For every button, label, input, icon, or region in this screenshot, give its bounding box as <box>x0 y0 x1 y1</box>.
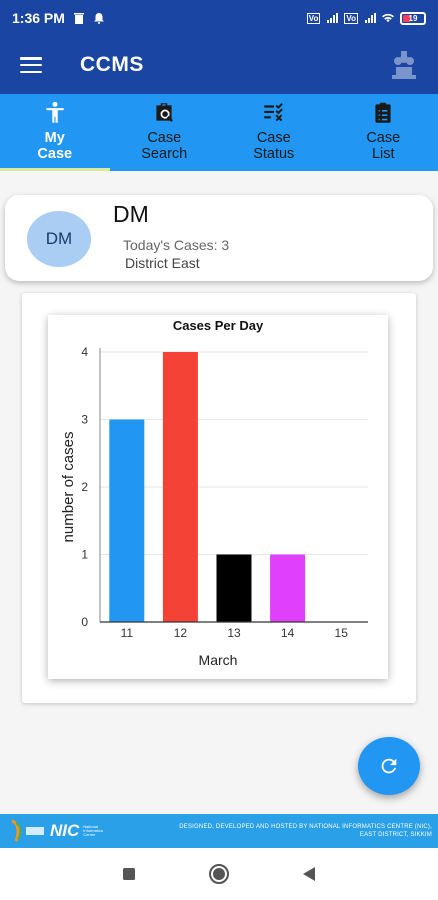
x-axis-label: March <box>199 652 238 668</box>
bar-13 <box>216 554 252 622</box>
bar-14 <box>270 554 306 622</box>
user-name: DM <box>113 201 149 227</box>
battery-icon: 19 <box>400 11 426 25</box>
signal-icon-2 <box>365 13 376 23</box>
x-tick-label: 13 <box>227 626 241 640</box>
chart-card: Cases Per Day 0 1 2 3 4 11 12 13 14 15 March number … <box>48 315 388 679</box>
digital-india-logo-icon <box>11 819 44 842</box>
credit-line-1: DESIGNED, DEVELOPED AND HOSTED BY NATION… <box>179 824 432 830</box>
notification-bell-icon <box>93 13 104 24</box>
nic-logo-text: NIC <box>50 821 80 840</box>
menu-icon[interactable] <box>20 57 42 73</box>
app-bar: CCMS <box>0 36 438 94</box>
tab-label: Case List <box>366 130 401 162</box>
tab-bar: My Case Case Search Case Status Case Lis… <box>0 94 438 171</box>
y-tick-label: 4 <box>81 345 88 359</box>
app-title: CCMS <box>80 53 144 76</box>
x-tick-label: 11 <box>121 626 134 640</box>
checklist-icon <box>264 103 283 122</box>
footer-banner: NIC National Informatics Centre DESIGNED… <box>0 814 438 848</box>
y-tick-label: 2 <box>81 480 88 494</box>
bar-12 <box>162 352 198 622</box>
network-type-icon: Vo <box>306 12 321 24</box>
home-button[interactable] <box>208 863 230 885</box>
y-tick-label: 0 <box>81 615 88 629</box>
chart-title: Cases Per Day <box>173 318 264 333</box>
tab-label: Case Search <box>141 130 188 162</box>
chart-container: Cases Per Day 0 1 2 3 4 11 12 13 14 15 March number … <box>22 293 416 703</box>
case-search-icon <box>156 103 174 122</box>
credit-line-2: EAST DISTRICT, SIKKIM <box>359 832 432 838</box>
tab-case-status[interactable]: Case Status <box>219 94 329 171</box>
tab-case-search[interactable]: Case Search <box>110 94 220 171</box>
back-button[interactable] <box>302 866 316 882</box>
recent-apps-button[interactable] <box>122 867 136 881</box>
x-tick-label: 14 <box>281 626 295 640</box>
y-axis-label: number of cases <box>60 432 77 543</box>
refresh-icon <box>381 758 397 774</box>
person-icon <box>46 101 64 123</box>
main-content: DM DM Today's Cases: 3 District East Cas… <box>0 171 438 814</box>
tab-my-case[interactable]: My Case <box>0 94 110 171</box>
tab-label: My Case <box>37 130 73 162</box>
status-time: 1:36 PM <box>12 10 65 26</box>
national-emblem-icon <box>392 51 416 79</box>
refresh-button[interactable] <box>358 737 420 795</box>
user-district: District East <box>125 255 200 271</box>
bar-11 <box>109 419 145 622</box>
footer-logo: NIC National Informatics Centre <box>6 817 109 845</box>
footer-credit: DESIGNED, DEVELOPED AND HOSTED BY NATION… <box>164 823 432 839</box>
status-bar: 1:36 PM Vo Vo 19 <box>0 0 438 36</box>
tab-label: Case Status <box>253 130 295 162</box>
todays-cases: Today's Cases: 3 <box>123 237 230 253</box>
signal-icon <box>327 13 339 23</box>
system-nav-bar <box>0 848 438 900</box>
tab-case-list[interactable]: Case List <box>329 94 438 171</box>
clipboard-list-icon <box>375 102 391 123</box>
user-card: DM DM Today's Cases: 3 District East <box>5 195 433 281</box>
avatar: DM <box>27 211 91 267</box>
x-tick-label: 12 <box>174 626 188 640</box>
y-tick-label: 1 <box>81 548 88 562</box>
network-type-icon-2: Vo <box>344 12 358 24</box>
nic-full-name: National Informatics Centre <box>83 824 103 837</box>
trash-icon <box>73 13 84 24</box>
x-tick-label: 15 <box>335 626 349 640</box>
y-tick-label: 3 <box>81 413 88 427</box>
wifi-icon <box>382 13 394 23</box>
